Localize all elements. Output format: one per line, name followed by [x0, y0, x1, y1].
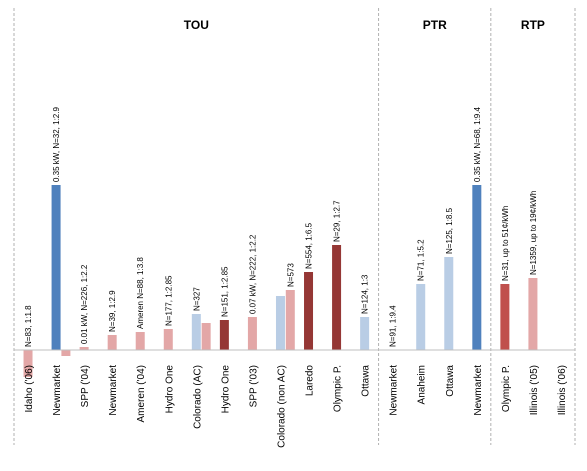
- category-labels: Idaho ('06) Newmarket SPP ('04) Newmarket Am…: [24, 365, 568, 448]
- bar-label-15: N=124, 1:3: [361, 274, 370, 314]
- bar-data-labels: N=83, 1:1.8 0.35 kW, N=32, 1:2.9 0.01 kW, …: [24, 107, 538, 347]
- group-label-ptr: PTR: [423, 18, 447, 32]
- bar-2: [61, 350, 71, 356]
- bar-7: [191, 314, 201, 350]
- bar-4: [107, 335, 117, 350]
- group-label-rtp: RTP: [521, 18, 545, 32]
- group-label-tou: TOU: [184, 18, 209, 32]
- category-label-5: Hydro One: [164, 365, 175, 414]
- bar-15: [360, 317, 370, 350]
- bar-label-7: N=327: [192, 287, 201, 311]
- bar-label-6: N=177, 1:2.85: [164, 275, 173, 326]
- bar-label-1: 0.35 kW, N=32, 1:2.9: [52, 107, 61, 182]
- category-label-18: Illinois ('05): [529, 365, 540, 415]
- bar-17: [416, 284, 426, 350]
- group-dividers: [13, 8, 576, 445]
- category-label-6: Colorado (AC): [192, 365, 203, 429]
- category-label-17: Olympic P.: [501, 365, 512, 412]
- category-label-0: Idaho ('06): [24, 365, 35, 413]
- category-label-9: Colorado (non AC): [276, 365, 287, 448]
- category-label-3: Newmarket: [108, 365, 119, 416]
- bar-label-3: 0.01 kW, N=226, 1:2.2: [80, 264, 89, 344]
- bar-label-19: 0.35 kW, N=68, 1:9.4: [473, 107, 482, 182]
- category-label-16: Newmarket: [473, 365, 484, 416]
- bar-3: [79, 347, 89, 350]
- category-label-4: Ameren ('04): [136, 365, 147, 423]
- category-label-15: Ottawa: [445, 365, 456, 397]
- category-label-19: Illinois ('06): [557, 365, 568, 415]
- bar-label-21: N=1359, up to 19¢/kWh: [529, 191, 538, 275]
- bar-label-10: 0.07 kW, N=222, 1:2.2: [248, 234, 257, 314]
- bar-label-4: N=39, 1:2.9: [108, 290, 117, 332]
- bar-8: [201, 323, 211, 350]
- bar-label-5: Ameren N=88, 1:3.8: [136, 257, 145, 329]
- category-label-1: Newmarket: [52, 365, 63, 416]
- bar-label-9: N=151, 1:2.85: [220, 266, 229, 317]
- group-labels: TOU PTR RTP: [184, 18, 545, 32]
- category-label-14: Anaheim: [417, 365, 428, 404]
- category-label-7: Hydro One: [220, 365, 231, 414]
- bar-12: [285, 290, 295, 350]
- bar-9: [219, 320, 229, 350]
- bar-label-16: N=91, 1:9.4: [389, 305, 398, 347]
- bar-5: [135, 332, 145, 350]
- bar-19: [472, 185, 482, 350]
- category-label-13: Newmarket: [389, 365, 400, 416]
- bar-label-18: N=125, 1:8.5: [445, 207, 454, 254]
- bar-14: [332, 245, 342, 350]
- bars: [23, 185, 538, 377]
- bar-0: [23, 350, 33, 377]
- bar-label-17: N=71, 1:5.2: [417, 239, 426, 281]
- bar-11: [275, 296, 285, 350]
- bar-label-12: N=573: [286, 263, 295, 287]
- bar-label-13: N=554, 1:6.5: [305, 222, 314, 269]
- bar-label-0: N=83, 1:1.8: [24, 305, 33, 347]
- bar-13: [304, 272, 314, 350]
- bar-6: [163, 329, 173, 350]
- category-label-10: Laredo: [305, 365, 316, 397]
- bar-18: [444, 257, 454, 350]
- bar-20: [500, 284, 510, 350]
- bar-label-14: N=29, 1:2.7: [333, 200, 342, 242]
- category-label-8: SPP ('03): [248, 365, 259, 407]
- bar-21: [528, 278, 538, 350]
- category-label-11: Olympic P.: [333, 365, 344, 412]
- bar-10: [247, 317, 257, 350]
- bar-label-20: N=31, up to 51¢/kWh: [501, 206, 510, 281]
- bar-1: [51, 185, 61, 350]
- category-label-2: SPP ('04): [80, 365, 91, 407]
- category-label-12: Ottawa: [361, 365, 372, 397]
